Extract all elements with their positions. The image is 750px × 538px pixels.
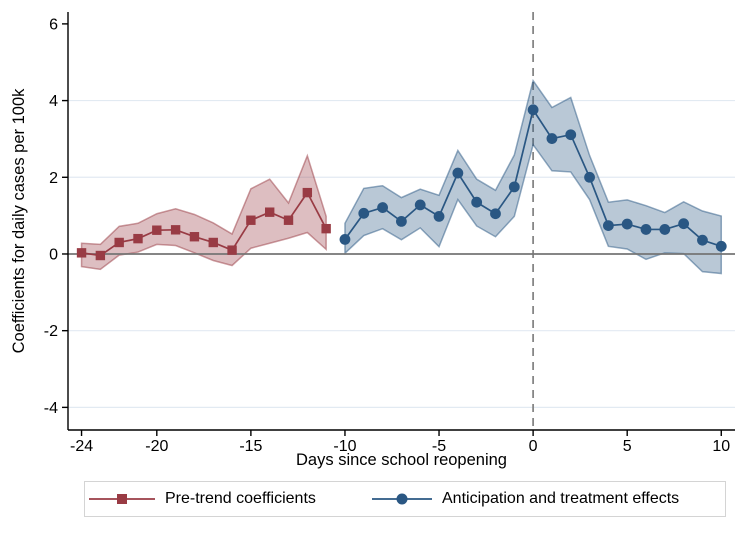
- pretrend-key-icon: [89, 494, 155, 504]
- x-tick-label: 5: [623, 438, 632, 455]
- treatment-point: [546, 133, 558, 144]
- x-tick-label: -15: [239, 438, 262, 455]
- treatment-point: [490, 208, 501, 220]
- legend-label-treatment: Anticipation and treatment effects: [442, 490, 680, 507]
- x-tick-label: -10: [333, 438, 356, 455]
- treatment-point: [602, 220, 614, 232]
- treatment-key-icon: [372, 493, 432, 505]
- pretrend-point: [114, 237, 124, 248]
- pretrend-point: [208, 237, 218, 248]
- treatment-point: [565, 129, 577, 141]
- y-tick-label: 0: [49, 246, 58, 263]
- y-tick-label: 4: [49, 93, 58, 110]
- legend: Pre-trend coefficients Anticipation and …: [84, 481, 726, 517]
- x-tick-label: -5: [432, 438, 446, 455]
- treatment-point: [452, 167, 464, 179]
- y-tick-label: 6: [49, 16, 58, 33]
- treatment-point: [358, 207, 370, 219]
- treatment-point: [659, 224, 671, 235]
- pretrend-point: [189, 232, 200, 242]
- x-tick-label: 0: [529, 438, 538, 455]
- x-tick-label: -20: [145, 438, 168, 455]
- y-tick-label: -2: [44, 323, 58, 340]
- treatment-point: [471, 196, 483, 208]
- x-tick-label: -24: [70, 438, 93, 455]
- treatment-point: [640, 224, 652, 235]
- pretrend-point: [227, 245, 237, 255]
- y-tick-label: 2: [49, 170, 58, 187]
- treatment-point: [339, 234, 351, 245]
- treatment-point: [678, 218, 690, 230]
- treatment-point: [715, 240, 727, 252]
- legend-item-treatment: Anticipation and treatment effects: [371, 490, 679, 508]
- pretrend-point: [152, 225, 162, 235]
- y-tick-label: -4: [44, 400, 58, 417]
- treatment-point: [527, 104, 539, 116]
- legend-item-pretrend: Pre-trend coefficients: [88, 490, 316, 508]
- pretrend-point: [283, 215, 294, 225]
- x-axis-title: Days since school reopening: [296, 451, 507, 469]
- treatment-point: [508, 181, 520, 193]
- pretrend-confidence-band: [80, 153, 327, 271]
- treatment-point: [414, 199, 426, 211]
- treatment-point: [584, 171, 595, 183]
- treatment-point: [377, 202, 388, 213]
- treatment-point: [621, 218, 633, 230]
- pretrend-point: [321, 223, 331, 234]
- treatment-point: [697, 234, 708, 246]
- pretrend-point: [246, 215, 256, 225]
- pretrend-point: [133, 233, 143, 244]
- pretrend-point: [302, 187, 313, 198]
- pretrend-point: [76, 248, 87, 258]
- y-axis-title: Coefficients for daily cases per 100k: [10, 88, 28, 354]
- pretrend-point: [170, 225, 181, 235]
- pretrend-point: [95, 250, 106, 261]
- legend-label-pretrend: Pre-trend coefficients: [165, 490, 316, 507]
- treatment-point: [433, 210, 445, 222]
- treatment-point: [396, 215, 407, 227]
- x-tick-label: 10: [712, 438, 730, 455]
- pretrend-point: [264, 207, 275, 217]
- chart-svg: 6 4 2 0 -2 -4 -24 -20 -15 -10 -5 0 5 10: [44, 12, 735, 455]
